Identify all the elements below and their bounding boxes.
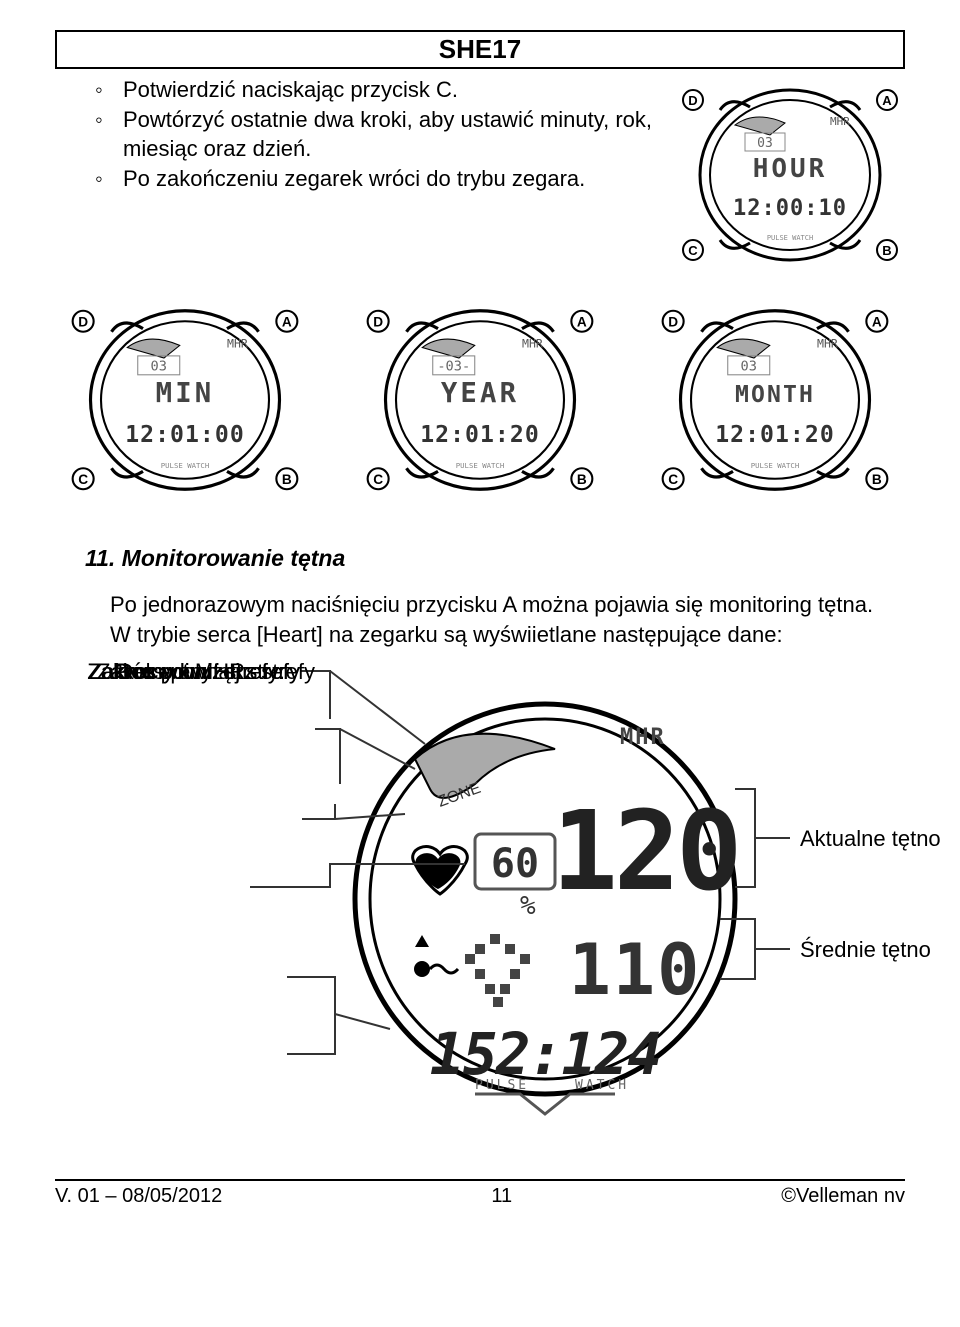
svg-text:A: A [282,315,292,330]
button-label-b: B [882,243,891,258]
three-watch-row: D A C B MHR 03 MIN 12:01:00 PULSE WATCH … [55,295,905,505]
button-label-c: C [688,243,698,258]
button-label-a: A [882,93,892,108]
svg-text:WATCH: WATCH [575,1078,629,1093]
label-current-hr: Aktualne tętno [800,826,941,852]
bullet-item: Potwierdzić naciskając przycisk C. [95,75,665,105]
watch-mid: MONTH [735,382,815,408]
section-11-body: Po jednorazowym naciśnięciu przycisku A … [110,590,905,649]
watch-bottom: 12:01:20 [420,422,540,448]
svg-text:-03-: -03- [437,359,470,375]
bullet-item: Powtórzyć ostatnie dwa kroki, aby ustawi… [95,105,665,164]
svg-text:D: D [668,315,678,330]
svg-text:B: B [577,472,587,487]
svg-text:PULSE: PULSE [475,1078,529,1093]
svg-text:C: C [668,472,678,487]
watch-bottom: 12:01:20 [715,422,835,448]
header-code-box: SHE17 [55,30,905,69]
svg-text:03: 03 [741,359,757,375]
watch-top-small: 03 [757,136,773,151]
svg-text:03: 03 [151,359,167,375]
watch-bottom: 12:01:00 [125,422,245,448]
watch-mid: HOUR [753,154,828,184]
intro-row: Potwierdzić naciskając przycisk C. Powtó… [55,75,905,275]
svg-text:PULSE WATCH: PULSE WATCH [161,461,210,470]
svg-text:A: A [577,315,587,330]
svg-text:D: D [373,315,383,330]
label-lower-limit: Dolny limit strefy: [55,659,285,685]
svg-text:C: C [373,472,383,487]
intro-bullets: Potwierdzić naciskając przycisk C. Powtó… [95,75,665,194]
pct-value: 60 [491,841,539,887]
svg-text:PULSE WATCH: PULSE WATCH [456,461,505,470]
svg-text:C: C [78,472,88,487]
watch-diagram-year: D A C B MHR -03- YEAR 12:01:20 PULSE WAT… [350,295,610,505]
button-label-d: D [688,93,697,108]
svg-text:A: A [872,315,882,330]
footer: V. 01 – 08/05/2012 11 ©Velleman nv [55,1181,905,1208]
watch-diagram-hour: D A C B MHR 03 HOUR 12:00:10 PULSE WATCH [675,75,905,275]
brand-label: PULSE WATCH [767,234,813,242]
section-11-p2: W trybie serca [Heart] na zegarku są wyś… [110,622,783,647]
watch-diagram-month: D A C B MHR 03 MONTH 12:01:20 PULSE WATC… [645,295,905,505]
footer-page: 11 [491,1185,512,1208]
intro-text: Potwierdzić naciskając przycisk C. Powtó… [55,75,665,194]
svg-text:MHR: MHR [227,337,248,351]
section-11-p1: Po jednorazowym naciśnięciu przycisku A … [110,592,873,617]
svg-text:PULSE WATCH: PULSE WATCH [751,461,800,470]
mhr-label: MHR [830,115,850,128]
page: SHE17 Potwierdzić naciskając przycisk C.… [0,0,960,1228]
watch-diagram-min: D A C B MHR 03 MIN 12:01:00 PULSE WATCH [55,295,315,505]
section-11-title: 11. Monitorowanie tętna [85,545,905,572]
footer-version: V. 01 – 08/05/2012 [55,1185,222,1208]
svg-text:B: B [872,472,882,487]
bullet-item: Po zakończeniu zegarek wróci do trybu ze… [95,164,665,194]
svg-text:MHR: MHR [522,337,543,351]
mhr-label: MHR [620,725,666,750]
footer-copyright: ©Velleman nv [781,1185,905,1208]
pct-symbol: % [520,891,536,921]
svg-text:MHR: MHR [817,337,838,351]
watch-bottom: 12:00:10 [733,196,847,221]
watch-mid: MIN [156,378,215,409]
avg-hr: 110 [569,929,701,1011]
svg-text:D: D [78,315,88,330]
heart-monitor-diagram: ZONE MHR 60 % 120 110 [55,659,905,1159]
current-hr: 120 [552,787,739,915]
label-avg-hr: Średnie tętno [800,937,931,963]
header-code: SHE17 [439,34,521,64]
watch-mid: YEAR [441,378,519,409]
watch-diagram-heart: ZONE MHR 60 % 120 110 [345,689,745,1149]
svg-text:B: B [282,472,292,487]
